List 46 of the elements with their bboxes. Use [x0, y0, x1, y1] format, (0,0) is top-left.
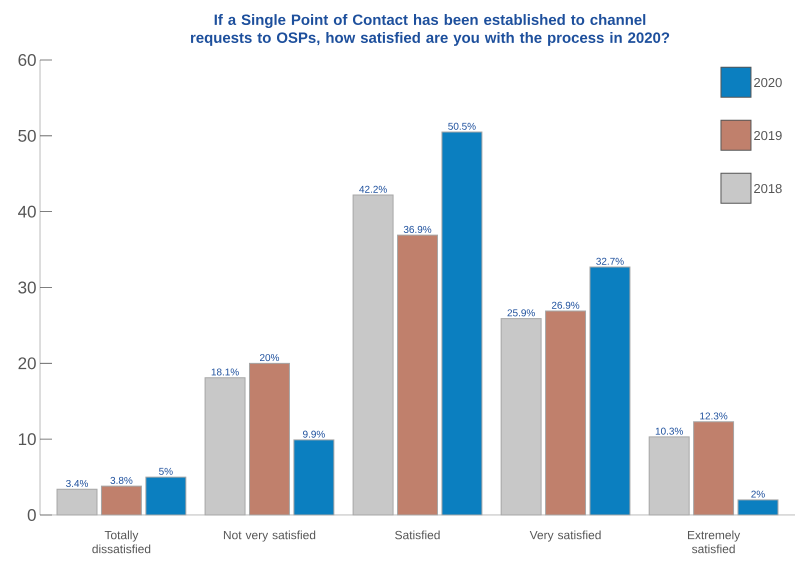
data-label: 42.2% — [359, 186, 387, 193]
legend-label: 2019 — [754, 130, 782, 140]
bar — [293, 439, 334, 516]
bar — [397, 234, 438, 516]
bar — [693, 421, 734, 516]
data-label: 5% — [159, 468, 173, 475]
data-label: 18.1% — [212, 368, 239, 376]
legend-label: 2018 — [754, 184, 782, 194]
bar — [352, 194, 394, 516]
x-tick-label: Not very satisfied — [224, 530, 316, 542]
x-tick-label: Extremely satisfied — [688, 530, 740, 554]
x-tick-label: Satisfied — [395, 530, 440, 540]
data-label: 3.8% — [110, 476, 132, 484]
data-label: 20% — [260, 354, 280, 362]
data-label: 12.3% — [700, 412, 728, 420]
x-tick-label: Totally dissatisfied — [92, 530, 150, 554]
bar — [248, 362, 290, 516]
data-label: 32.7% — [596, 258, 624, 265]
data-label: 50.5% — [448, 122, 476, 130]
y-tick-label: 0 — [28, 508, 36, 521]
data-label: 2% — [751, 490, 765, 498]
y-tick-label: 60 — [18, 54, 36, 66]
bar — [500, 318, 542, 516]
bar — [589, 266, 630, 516]
data-label: 25.9% — [508, 309, 535, 316]
x-tick-label: Very satisfied — [530, 530, 601, 542]
data-label: 36.9% — [404, 226, 432, 233]
data-label: 10.3% — [656, 428, 683, 435]
legend-label: 2020 — [754, 78, 782, 88]
data-label: 9.9% — [302, 430, 325, 438]
bar — [100, 486, 142, 516]
bar — [738, 499, 778, 516]
y-tick-label: 30 — [18, 281, 36, 294]
bar — [56, 488, 98, 516]
y-tick-label: 20 — [18, 357, 36, 370]
bar — [441, 132, 482, 516]
data-label: 3.4% — [66, 480, 88, 487]
bar — [545, 310, 586, 516]
bar — [648, 436, 690, 516]
chart-title: If a Single Point of Contact has been established to channel requests to OSPs, how satisfied are you with the process in 2020? — [190, 14, 670, 46]
y-tick-label: 40 — [18, 206, 36, 218]
y-tick-label: 50 — [18, 130, 36, 142]
bar — [145, 476, 186, 516]
bar — [204, 377, 246, 516]
data-label: 26.9% — [552, 302, 580, 309]
y-tick-label: 10 — [18, 433, 36, 446]
